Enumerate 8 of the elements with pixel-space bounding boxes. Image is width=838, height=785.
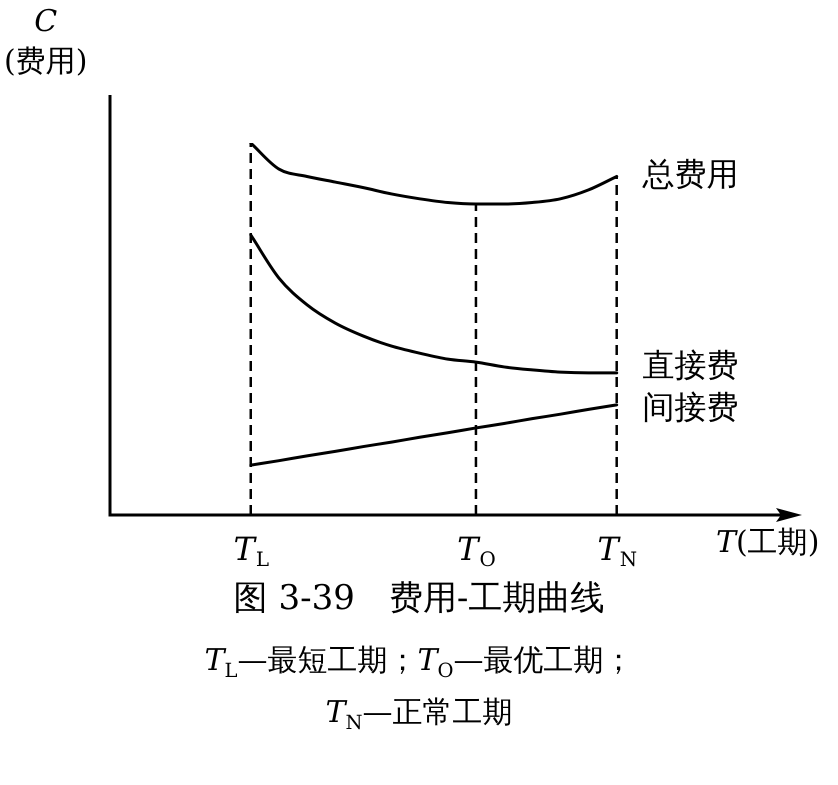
series-label: 间接费 <box>642 388 739 426</box>
text: T$_{L}$—最短工期；T$_{O}$—最优工期； <box>204 642 634 682</box>
x-axis-title: T(工期) <box>716 524 820 562</box>
text: 图 3-39 费用-工期曲线 <box>232 577 606 620</box>
series-label: 总费用 <box>642 154 739 193</box>
text: T$_{N}$—正常工期 <box>324 694 514 734</box>
y-axis-title: C (费用) <box>4 3 88 81</box>
series-label: 直接费 <box>642 346 739 384</box>
